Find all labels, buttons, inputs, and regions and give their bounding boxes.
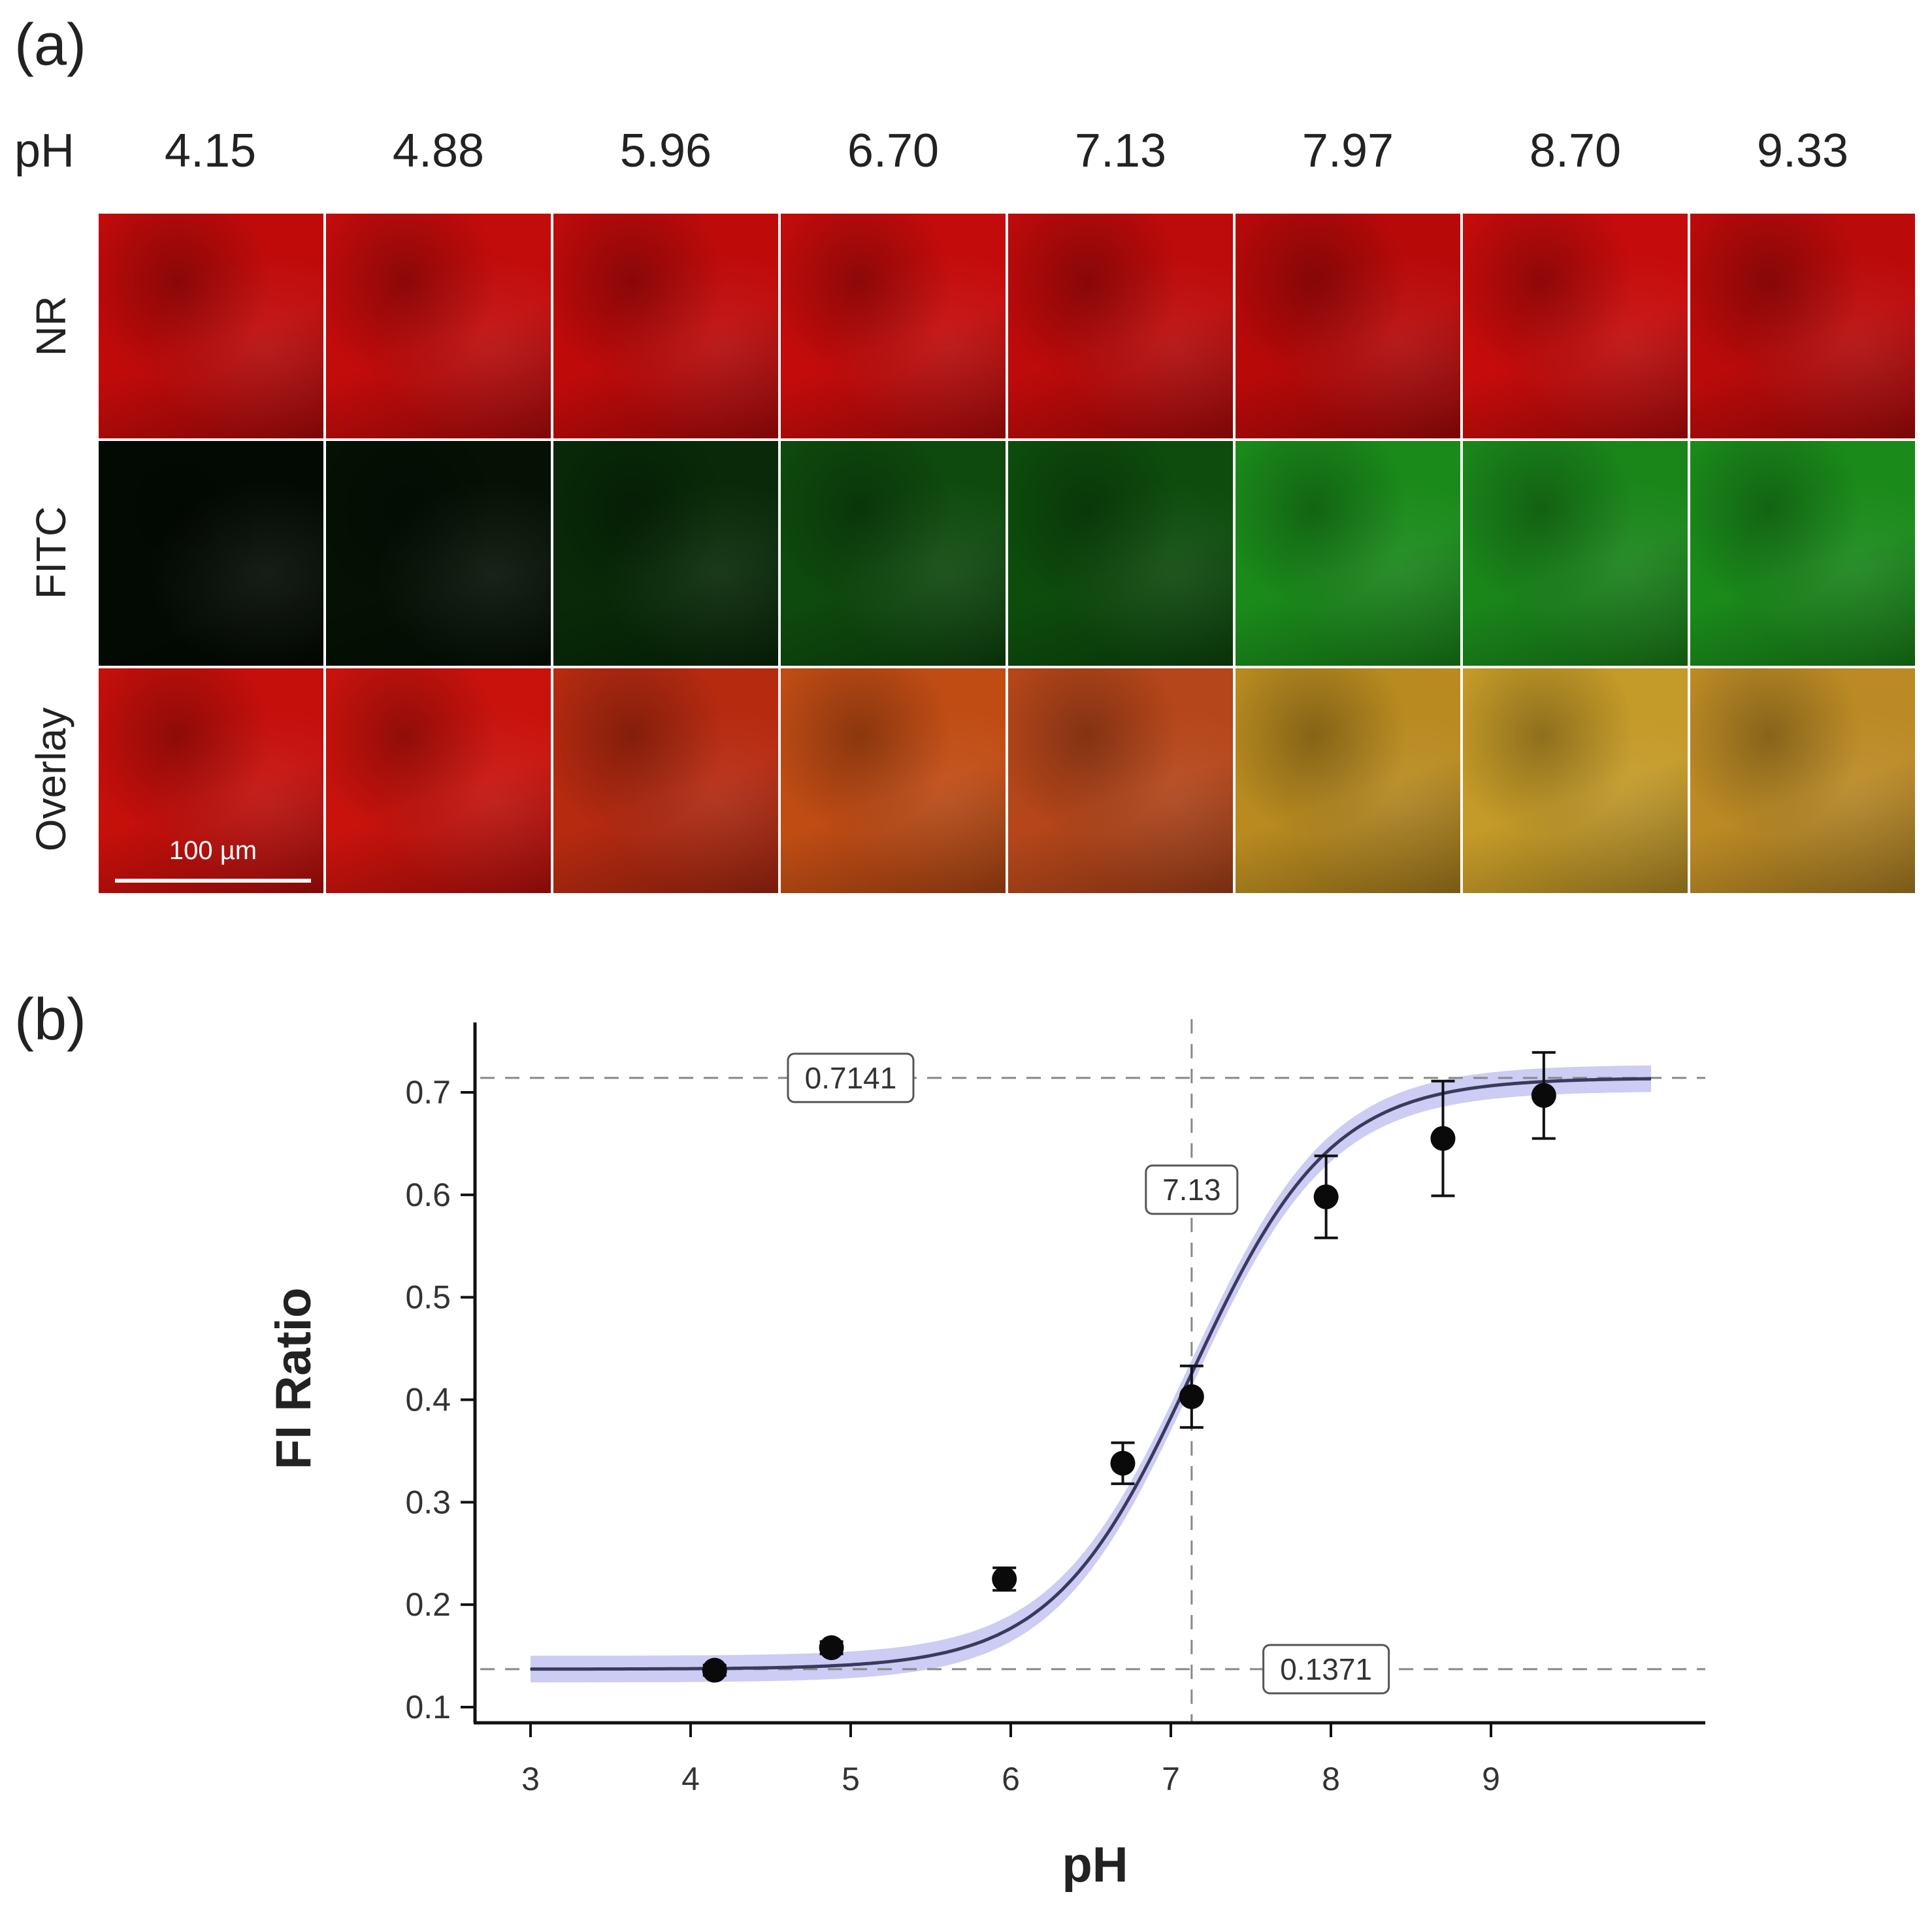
annotation-label: 7.13 [1145, 1164, 1239, 1215]
micrograph-overlay-3 [553, 668, 778, 893]
x-tick-label: 7 [1162, 1761, 1180, 1797]
micrograph-overlay-2 [326, 668, 551, 893]
x-tick-label: 4 [681, 1761, 700, 1797]
annotation-box [787, 1052, 915, 1103]
micrograph-overlay-4 [781, 668, 1006, 893]
micrograph-fitc-5 [1008, 441, 1233, 666]
annotation-text: 7.13 [1162, 1173, 1221, 1207]
micrograph-overlay-8 [1690, 668, 1915, 893]
ph-value: 7.13 [1074, 125, 1167, 177]
annotation-text: 0.1371 [1280, 1652, 1372, 1686]
data-point [702, 1657, 727, 1683]
micrograph-overlay-6 [1236, 668, 1460, 893]
y-tick-label: 0.6 [405, 1177, 451, 1213]
annotation-label: 0.1371 [1262, 1644, 1390, 1695]
x-tick-label: 9 [1482, 1761, 1500, 1797]
micrograph-nr-8 [1690, 214, 1915, 438]
x-tick-label: 6 [1002, 1761, 1020, 1797]
ph-value: 4.15 [164, 125, 257, 177]
data-point [992, 1566, 1017, 1591]
data-point [819, 1635, 844, 1661]
annotation-box [1262, 1644, 1390, 1695]
micrograph-overlay-7 [1463, 668, 1688, 893]
scale-bar [115, 879, 311, 883]
panel-b-label: (b) [14, 987, 86, 1052]
data-point [1110, 1450, 1136, 1476]
micrograph-overlay-5 [1008, 668, 1233, 893]
x-tick-label: 8 [1322, 1761, 1340, 1797]
ph-value: 9.33 [1756, 125, 1849, 177]
y-tick-label: 0.5 [405, 1279, 451, 1316]
y-tick-label: 0.2 [405, 1586, 451, 1623]
ph-value: 5.96 [619, 125, 712, 177]
x-tick-label: 3 [521, 1761, 540, 1797]
scale-bar-label: 100 µm [169, 836, 257, 865]
annotation-box [1145, 1164, 1239, 1215]
ph-value: 6.70 [847, 125, 940, 177]
micrograph-fitc-2 [326, 441, 551, 666]
data-point [1531, 1083, 1556, 1108]
microscopy-grid [99, 214, 1919, 893]
ph-value: 4.88 [392, 125, 485, 177]
micrograph-nr-6 [1236, 214, 1460, 438]
micrograph-fitc-1 [99, 441, 323, 666]
ph-value: 8.70 [1529, 125, 1622, 177]
y-tick-label: 0.1 [405, 1689, 451, 1725]
ph-value: 7.97 [1302, 125, 1394, 177]
micrograph-fitc-7 [1463, 441, 1688, 666]
micrograph-overlay-1 [99, 668, 323, 893]
micrograph-fitc-3 [553, 441, 778, 666]
micrograph-fitc-8 [1690, 441, 1915, 666]
micrograph-fitc-6 [1236, 441, 1460, 666]
ph-header: pH [14, 125, 75, 177]
data-point [1179, 1384, 1204, 1409]
micrograph-nr-3 [553, 214, 778, 438]
data-point [1313, 1184, 1339, 1209]
micrograph-nr-4 [781, 214, 1006, 438]
micrograph-fitc-4 [781, 441, 1006, 666]
confidence-band [531, 1065, 1651, 1683]
annotation-text: 0.7141 [805, 1061, 897, 1095]
micrograph-nr-7 [1463, 214, 1688, 438]
y-tick-label: 0.3 [405, 1484, 451, 1520]
micrograph-nr-5 [1008, 214, 1233, 438]
data-point [1430, 1126, 1456, 1151]
fit-curve [531, 1077, 1652, 1671]
x-axis-label: pH [1062, 1837, 1128, 1893]
y-axis-label: FI Ratio [266, 1288, 321, 1470]
y-tick-label: 0.4 [405, 1382, 451, 1418]
x-tick-label: 5 [842, 1761, 860, 1797]
panel-a-label: (a) [14, 12, 86, 78]
annotation-label: 0.7141 [787, 1052, 915, 1103]
micrograph-nr-2 [326, 214, 551, 438]
micrograph-nr-1 [99, 214, 323, 438]
y-tick-label: 0.7 [405, 1074, 451, 1111]
